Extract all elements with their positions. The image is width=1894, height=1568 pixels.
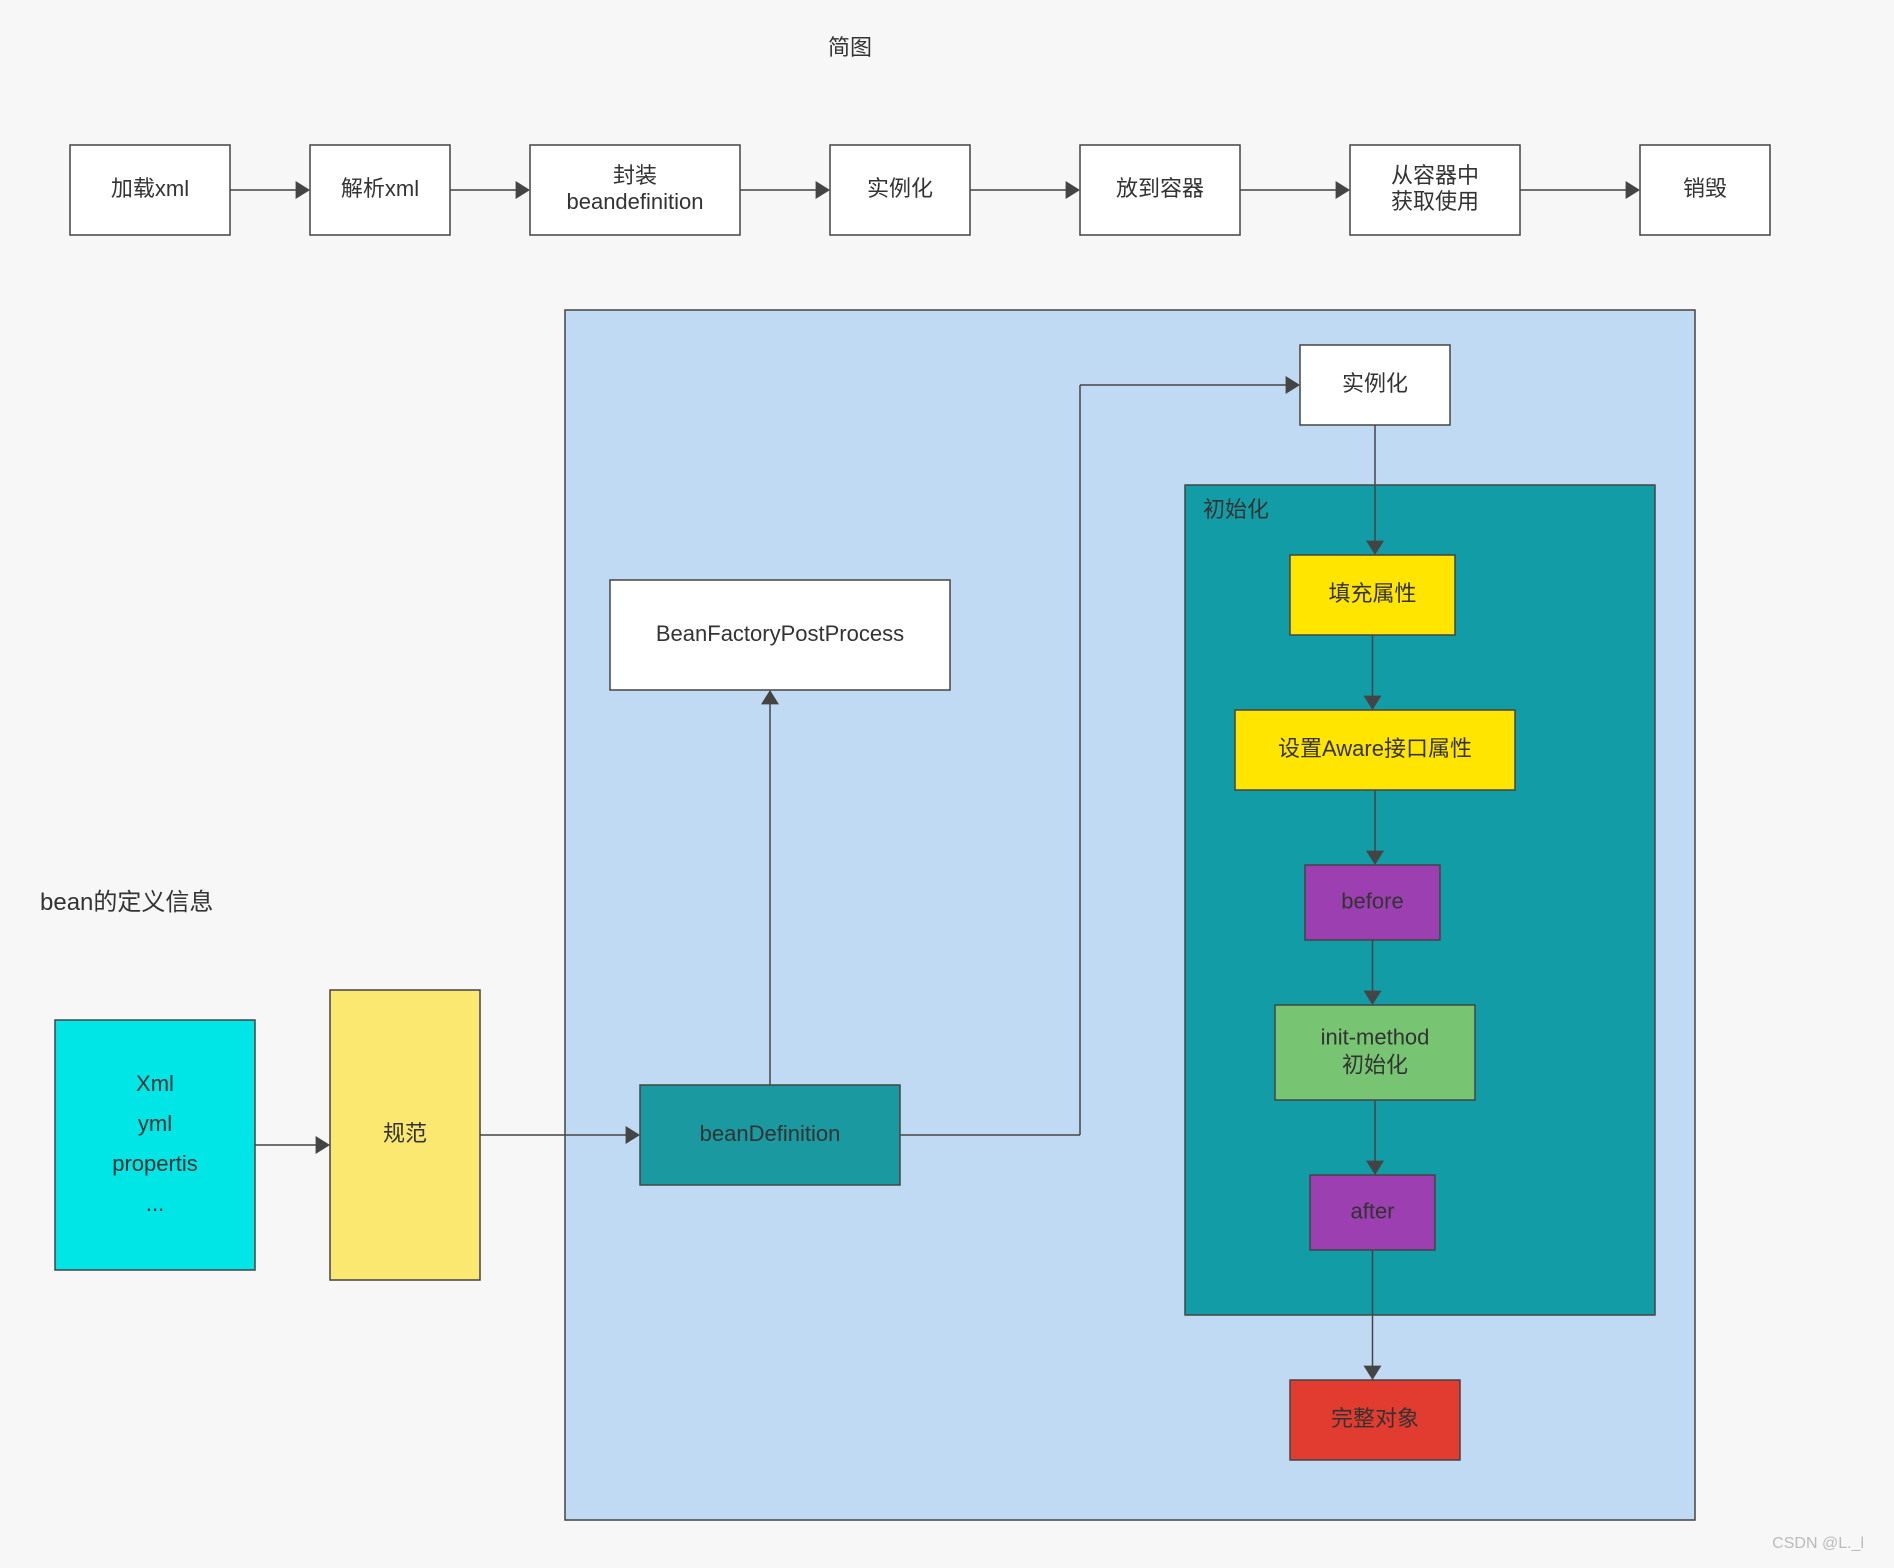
complete-obj-label: 完整对象 — [1331, 1406, 1419, 1431]
step-fill-props-label: 填充属性 — [1328, 581, 1416, 606]
top-get-use-label: 从容器中 — [1391, 163, 1479, 188]
watermark: CSDN @L._l — [1772, 1535, 1864, 1552]
top-put-container-label: 放到容器 — [1116, 176, 1204, 201]
top-wrap-bd-label: 封装 — [613, 163, 657, 188]
sources-box — [55, 1020, 255, 1270]
sources-lines: ... — [146, 1191, 164, 1216]
sources-lines: Xml — [136, 1071, 174, 1096]
step-init-method-label: 初始化 — [1342, 1052, 1408, 1077]
top-parse-xml-label: 解析xml — [341, 176, 419, 201]
top-wrap-bd-label: beandefinition — [566, 189, 703, 214]
init-container-label: 初始化 — [1203, 497, 1269, 522]
diagram-title: 简图 — [828, 35, 872, 60]
sources-lines: yml — [138, 1111, 172, 1136]
top-load-xml-label: 加载xml — [111, 176, 189, 201]
top-get-use-label: 获取使用 — [1391, 189, 1479, 214]
step-after-label: after — [1350, 1198, 1394, 1223]
step-aware-label: 设置Aware接口属性 — [1278, 736, 1472, 761]
bfpp-label: BeanFactoryPostProcess — [656, 621, 904, 646]
bean-def-label: bean的定义信息 — [40, 889, 213, 916]
top-instantiate-label: 实例化 — [867, 176, 933, 201]
instantiate-label: 实例化 — [1342, 371, 1408, 396]
top-destroy-label: 销毁 — [1683, 176, 1727, 201]
step-before-label: before — [1341, 888, 1403, 913]
sources-lines: propertis — [112, 1151, 198, 1176]
step-init-method-label: init-method — [1321, 1024, 1430, 1049]
beandef-label: beanDefinition — [700, 1121, 841, 1146]
spec-label: 规范 — [383, 1121, 427, 1146]
